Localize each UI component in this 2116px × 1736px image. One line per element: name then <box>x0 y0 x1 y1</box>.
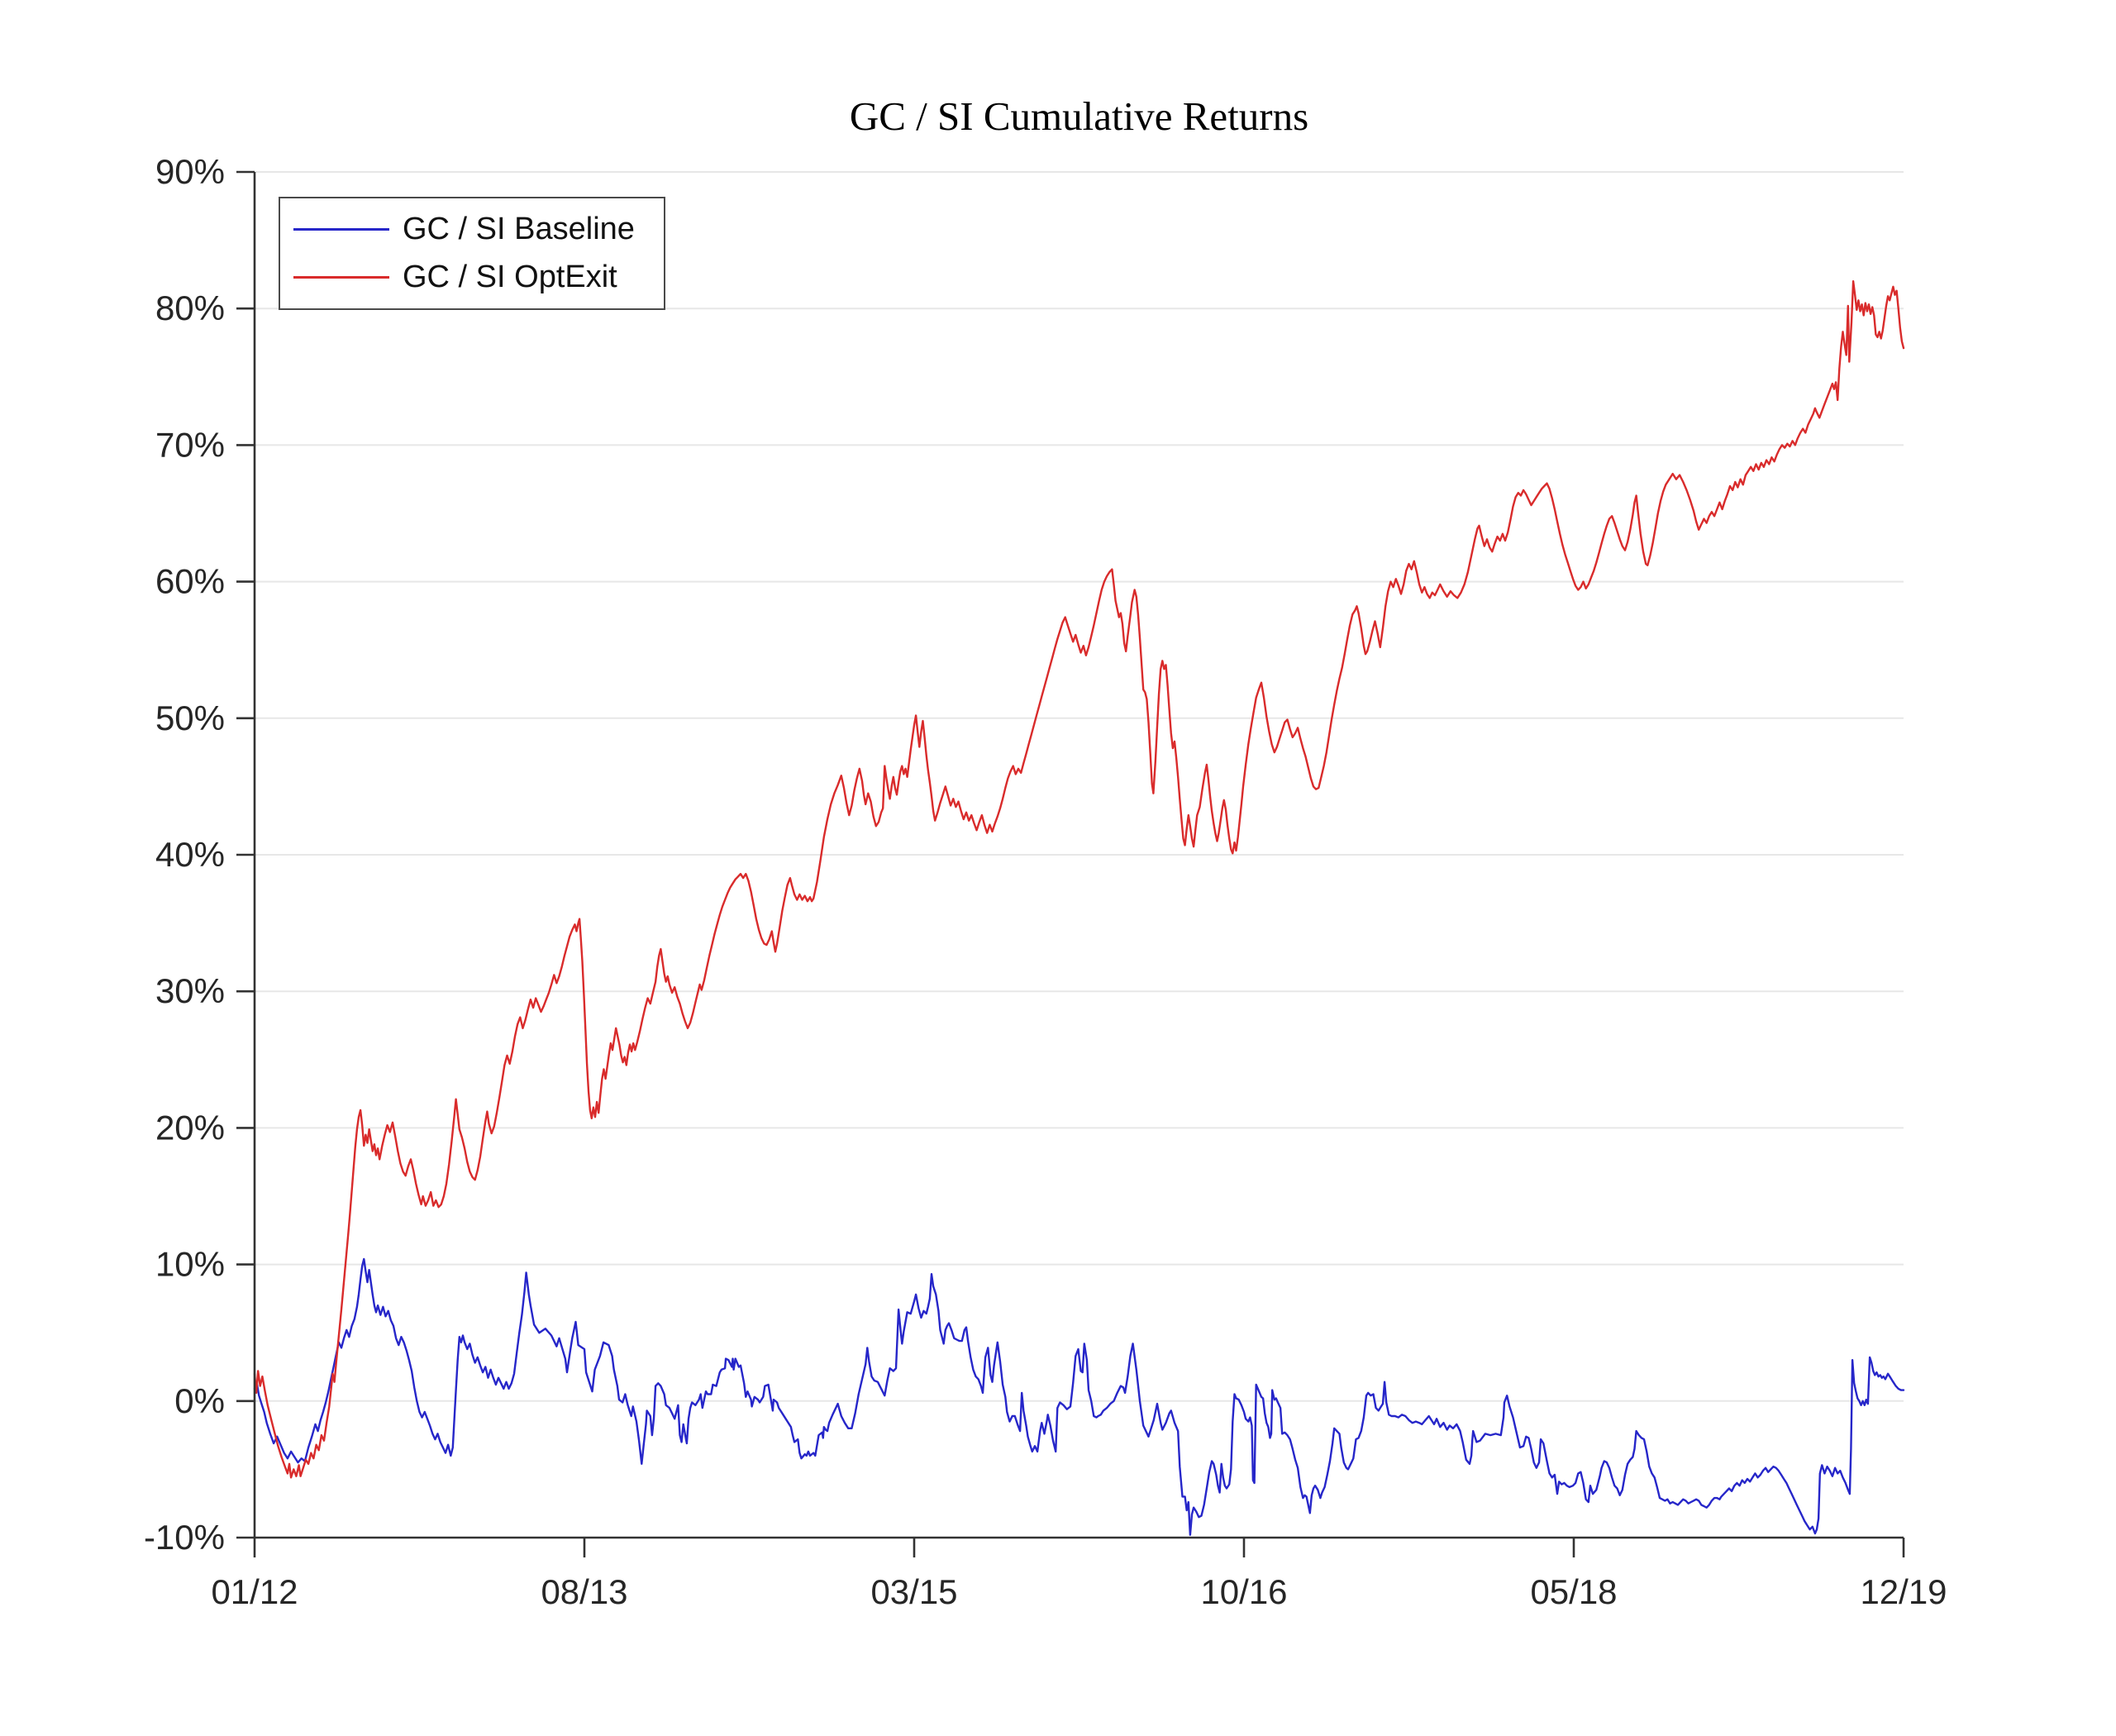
optexit-line-sample <box>293 276 389 279</box>
legend-item-optexit: GC / SI OptExit <box>280 260 664 295</box>
x-tick-label-05/18: 05/18 <box>1530 1572 1617 1611</box>
x-tick-label-08/13: 08/13 <box>541 1572 627 1611</box>
legend-label-optexit: GC / SI OptExit <box>403 260 617 295</box>
y-tick-label-40%: 40% <box>155 835 225 874</box>
legend-label-baseline: GC / SI Baseline <box>403 211 635 246</box>
y-tick-label-80%: 80% <box>155 289 225 327</box>
x-tick-label-01/12: 01/12 <box>211 1572 298 1611</box>
x-tick-label-10/16: 10/16 <box>1200 1572 1287 1611</box>
baseline-series-line <box>253 1257 1905 1536</box>
y-tick-label-30%: 30% <box>155 971 225 1010</box>
y-tick-label-20%: 20% <box>155 1108 225 1147</box>
x-tick-label-03/15: 03/15 <box>870 1572 957 1611</box>
y-tick-label-10%: 10% <box>155 1245 225 1284</box>
baseline-line-sample <box>293 227 389 231</box>
x-tick-label-12/19: 12/19 <box>1860 1572 1947 1611</box>
y-tick-label-50%: 50% <box>155 699 225 737</box>
y-tick-label-60%: 60% <box>155 562 225 601</box>
legend-box: GC / SI Baseline GC / SI OptExit <box>279 197 665 310</box>
optexit-series-line <box>253 280 1905 1479</box>
y-tick-label-70%: 70% <box>155 425 225 464</box>
legend-item-baseline: GC / SI Baseline <box>280 212 664 247</box>
y-tick-label-0%: 0% <box>174 1381 225 1420</box>
y-tick-label-90%: 90% <box>155 152 225 191</box>
chart-title: GC / SI Cumulative Returns <box>849 93 1309 139</box>
y-tick-label--10%: -10% <box>144 1518 225 1557</box>
